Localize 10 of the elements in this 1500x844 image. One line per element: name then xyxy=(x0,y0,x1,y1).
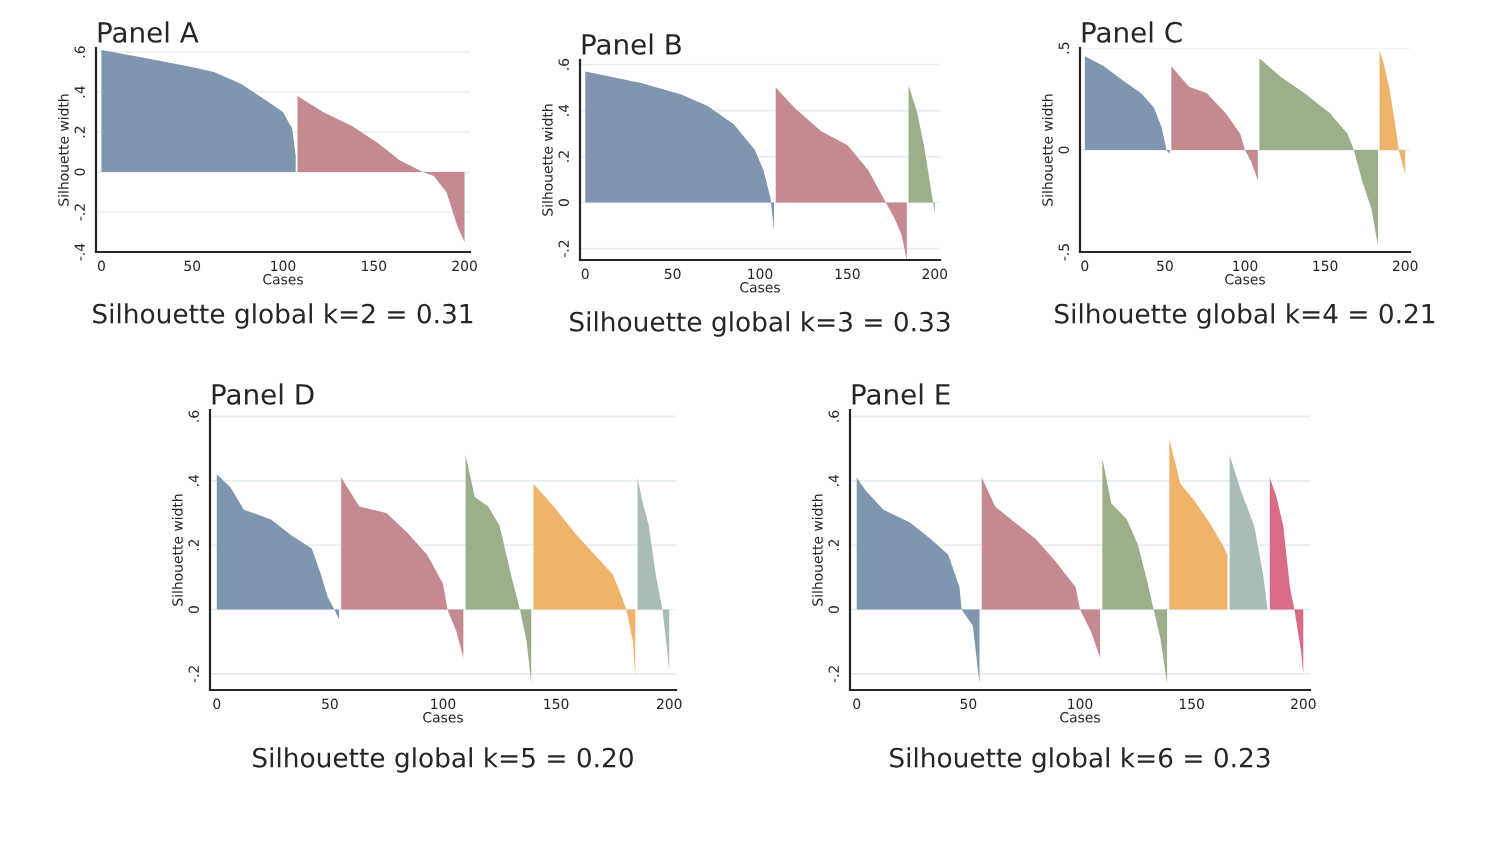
chart-title: Panel B xyxy=(582,33,681,55)
text: Silhouette global k=2 = 0.31 xyxy=(93,303,473,329)
chart-title: Panel D xyxy=(212,383,314,405)
chart-title: Panel C xyxy=(1082,21,1182,43)
chart-title: Panel A xyxy=(98,21,199,43)
text: Silhouette global k=5 = 0.20 xyxy=(253,747,633,773)
text: Silhouette global k=3 = 0.33 xyxy=(570,311,950,337)
text: Silhouette global k=6 = 0.23 xyxy=(890,747,1270,773)
text: Silhouette global k=4 = 0.21 xyxy=(1055,303,1435,329)
chart-title: Panel E xyxy=(852,383,950,405)
